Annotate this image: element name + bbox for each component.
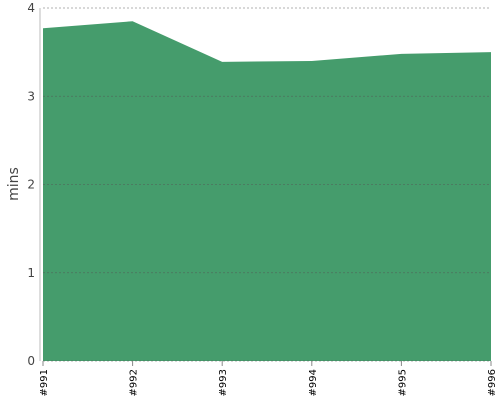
x-tick-label: #992 xyxy=(129,369,140,396)
y-tick-label: 0 xyxy=(27,354,35,368)
y-tick-label: 3 xyxy=(27,89,35,103)
y-tick-label: 1 xyxy=(27,266,35,280)
area xyxy=(43,21,491,362)
y-tick-label: 4 xyxy=(27,1,35,15)
x-tick-label: #995 xyxy=(397,369,408,396)
y-axis-label: mins xyxy=(6,167,22,201)
x-tick-label: #994 xyxy=(308,369,319,396)
y-tick-label: 2 xyxy=(27,178,35,192)
x-tick-label: #996 xyxy=(487,369,498,396)
x-tick-label: #991 xyxy=(39,369,50,396)
x-tick-label: #993 xyxy=(218,369,229,396)
